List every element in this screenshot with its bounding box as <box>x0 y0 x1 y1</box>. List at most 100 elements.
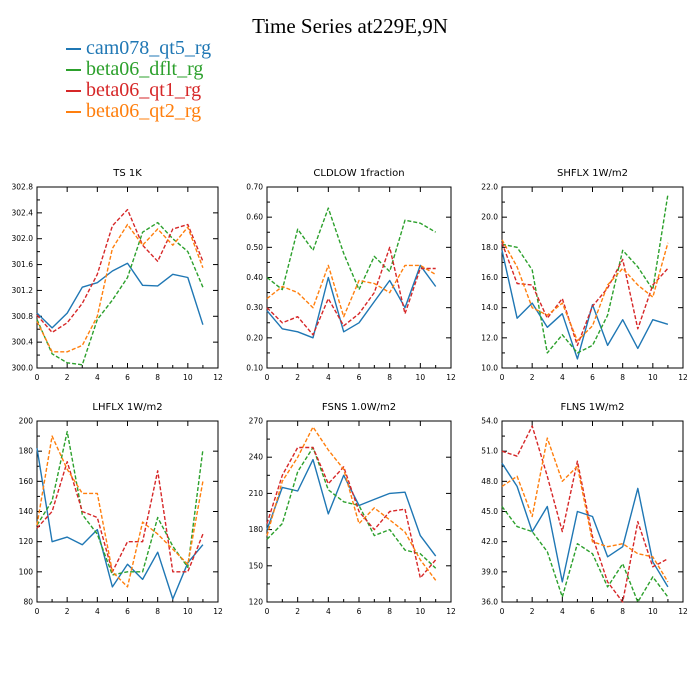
flns-x-tick-label: 6 <box>590 607 595 616</box>
cldlow-x-tick-label: 10 <box>416 373 426 382</box>
flns-y-tick-label: 42.0 <box>481 537 498 546</box>
lhflx-y-tick-label: 80 <box>23 598 33 607</box>
chart-ts: TS 1K 0 2 4 6 8 10 12 300.0 300.4 300.8 301.2 301.6 3… <box>12 168 223 382</box>
ts-y-tick-label: 300.0 <box>12 364 34 373</box>
fsns-series-cam078-qt5-rg <box>266 458 437 557</box>
shflx-y-tick-label: 16.0 <box>481 273 498 282</box>
fsns-x-tick-label: 6 <box>357 607 362 616</box>
legend-swatch-beta06-qt1-rg <box>66 89 81 92</box>
flns-y-tick-label: 48.0 <box>481 477 498 486</box>
fsns-x-tick-label: 8 <box>387 607 392 616</box>
fsns-y-tick-label: 210 <box>249 489 264 498</box>
ts-y-tick-label: 302.8 <box>12 183 34 192</box>
legend-swatch-beta06-qt2-rg <box>66 110 81 113</box>
ts-x-tick-label: 12 <box>213 373 223 382</box>
lhflx-x-tick-label: 2 <box>65 607 70 616</box>
shflx-x-tick-label: 8 <box>620 373 625 382</box>
fsns-y-tick-label: 240 <box>249 453 264 462</box>
lhflx-x-tick-label: 4 <box>95 607 100 616</box>
flns-x-tick-label: 8 <box>620 607 625 616</box>
shflx-series-beta06-dflt-rg <box>501 194 669 354</box>
cldlow-series-cam078-qt5-rg <box>266 264 437 339</box>
shflx-series-beta06-qt1-rg <box>501 242 669 347</box>
lhflx-y-tick-label: 160 <box>19 477 34 486</box>
ts-x-tick-label: 2 <box>65 373 70 382</box>
ts-y-tick-label: 302.4 <box>12 208 34 217</box>
chart-flns: FLNS 1W/m2 0 2 4 6 8 10 12 36.0 39.0 42.0 45.0 48.0 5… <box>481 402 688 616</box>
legend-swatch-cam078-qt5-rg <box>66 47 81 50</box>
ts-x-tick-label: 6 <box>125 373 130 382</box>
flns-x-tick-label: 0 <box>500 607 505 616</box>
legend-label-beta06-qt1-rg: beta06_qt1_rg <box>86 79 202 101</box>
lhflx-y-tick-label: 100 <box>19 567 34 576</box>
cldlow-x-tick-label: 0 <box>265 373 270 382</box>
cldlow-chart-title: CLDLOW 1fraction <box>313 168 404 179</box>
flns-x-tick-label: 2 <box>530 607 535 616</box>
cldlow-plot-frame <box>266 186 452 369</box>
fsns-series-beta06-dflt-rg <box>266 446 437 569</box>
cldlow-x-tick-label: 12 <box>446 373 456 382</box>
flns-series-beta06-dflt-rg <box>501 506 669 603</box>
cldlow-series-beta06-qt2-rg <box>266 264 437 318</box>
lhflx-chart-title: LHFLX 1W/m2 <box>92 402 162 413</box>
figure-title: Time Series at229E,9N <box>252 14 448 38</box>
cldlow-x-tick-label: 8 <box>387 373 392 382</box>
shflx-x-tick-label: 2 <box>530 373 535 382</box>
ts-y-tick-label: 300.4 <box>12 338 34 347</box>
fsns-y-tick-label: 270 <box>249 417 264 426</box>
chart-lhflx: LHFLX 1W/m2 0 2 4 6 8 10 12 80 100 120 140 160 180 200 <box>19 402 223 616</box>
legend-label-cam078-qt5-rg: cam078_qt5_rg <box>86 37 212 59</box>
flns-series-beta06-qt1-rg <box>501 425 669 603</box>
ts-x-tick-label: 10 <box>183 373 193 382</box>
lhflx-plot-frame <box>36 420 219 603</box>
lhflx-x-tick-label: 12 <box>213 607 223 616</box>
fsns-chart-title: FSNS 1.0W/m2 <box>322 402 396 413</box>
flns-plot-frame <box>501 420 684 603</box>
legend-label-beta06-dflt-rg: beta06_dflt_rg <box>86 58 204 80</box>
cldlow-y-tick-label: 0.50 <box>246 243 263 252</box>
cldlow-y-tick-label: 0.10 <box>246 364 263 373</box>
cldlow-series-beta06-qt1-rg <box>266 246 436 336</box>
fsns-y-tick-label: 150 <box>249 561 264 570</box>
flns-y-tick-label: 45.0 <box>481 507 498 516</box>
ts-x-tick-label: 0 <box>35 373 40 382</box>
shflx-y-tick-label: 12.0 <box>481 333 498 342</box>
shflx-plot-frame <box>501 186 684 369</box>
flns-y-tick-label: 39.0 <box>481 567 498 576</box>
ts-y-tick-label: 301.6 <box>12 260 34 269</box>
shflx-x-tick-label: 4 <box>560 373 565 382</box>
ts-y-tick-label: 301.2 <box>12 286 34 295</box>
fsns-x-tick-label: 0 <box>265 607 270 616</box>
shflx-x-tick-label: 12 <box>678 373 688 382</box>
flns-chart-title: FLNS 1W/m2 <box>560 402 624 413</box>
legend-entry-beta06-dflt-rg: beta06_dflt_rg <box>66 59 211 80</box>
fsns-y-tick-label: 180 <box>249 525 264 534</box>
lhflx-series-beta06-dflt-rg <box>36 430 204 576</box>
shflx-y-tick-label: 22.0 <box>481 183 498 192</box>
lhflx-series-beta06-qt2-rg <box>36 435 204 588</box>
cldlow-y-tick-label: 0.60 <box>246 213 263 222</box>
lhflx-y-tick-label: 120 <box>19 537 34 546</box>
lhflx-series-cam078-qt5-rg <box>36 447 204 600</box>
shflx-y-tick-label: 18.0 <box>481 243 498 252</box>
ts-y-tick-label: 300.8 <box>12 312 34 321</box>
lhflx-y-tick-label: 140 <box>19 507 34 516</box>
flns-y-tick-label: 54.0 <box>481 417 498 426</box>
fsns-x-tick-label: 4 <box>326 607 331 616</box>
lhflx-y-tick-label: 200 <box>19 417 34 426</box>
fsns-x-tick-label: 10 <box>416 607 426 616</box>
legend-entry-beta06-qt2-rg: beta06_qt2_rg <box>66 101 211 122</box>
cldlow-series-beta06-dflt-rg <box>266 207 437 291</box>
ts-x-tick-label: 4 <box>95 373 100 382</box>
ts-series-beta06-qt2-rg <box>36 223 204 353</box>
shflx-y-tick-label: 14.0 <box>481 303 498 312</box>
legend-label-beta06-qt2-rg: beta06_qt2_rg <box>86 100 202 122</box>
legend: cam078_qt5_rg beta06_dflt_rg beta06_qt1_… <box>66 38 211 122</box>
flns-x-tick-label: 4 <box>560 607 565 616</box>
fsns-y-tick-label: 120 <box>249 598 264 607</box>
shflx-x-tick-label: 10 <box>648 373 658 382</box>
shflx-y-tick-label: 10.0 <box>481 364 498 373</box>
cldlow-y-tick-label: 0.40 <box>246 273 263 282</box>
cldlow-y-tick-label: 0.20 <box>246 333 263 342</box>
